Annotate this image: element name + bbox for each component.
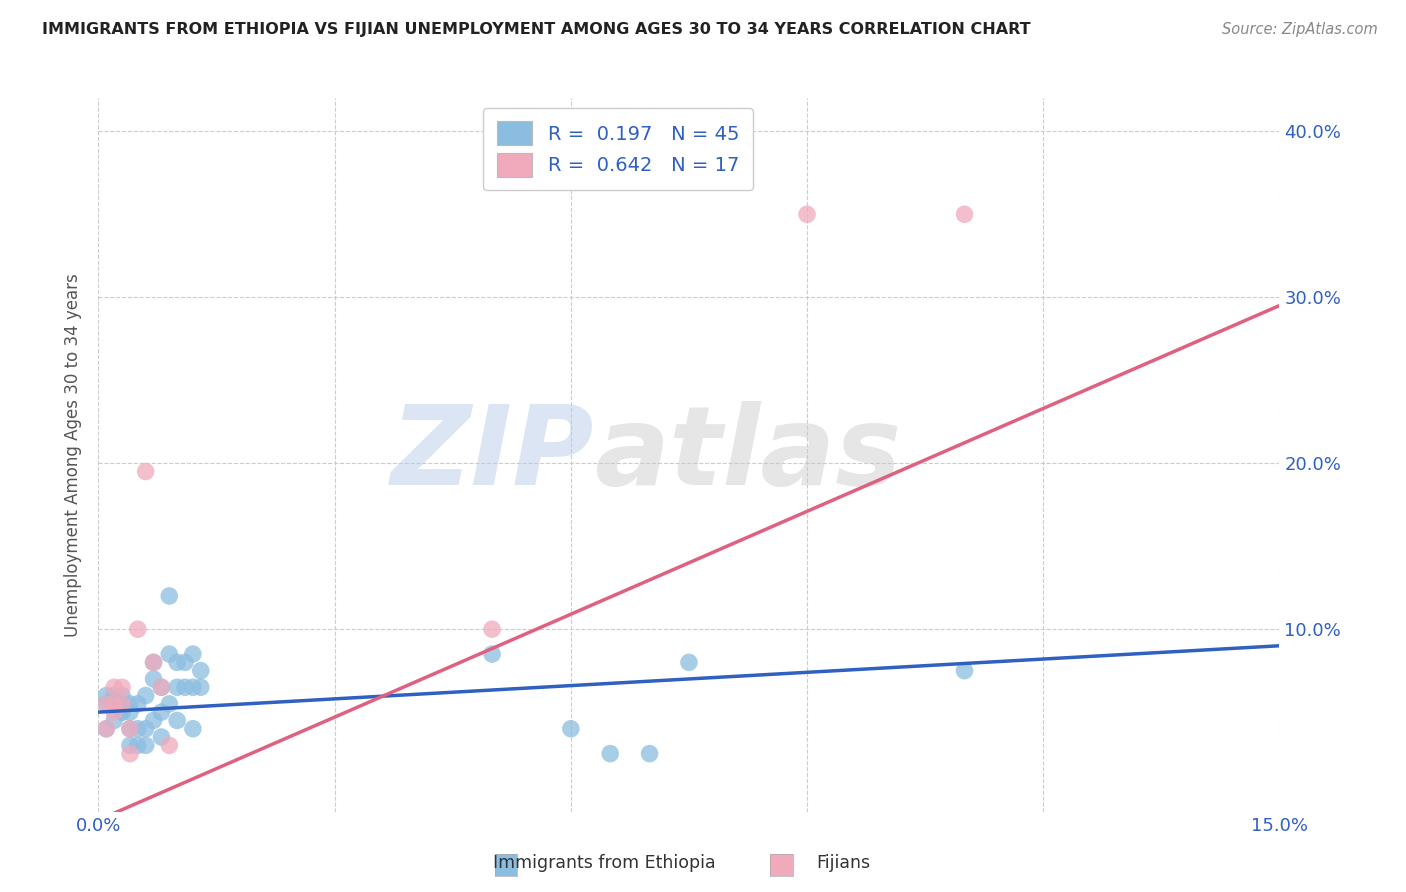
Point <box>111 697 134 711</box>
Point <box>103 705 125 719</box>
Point <box>96 722 118 736</box>
Point <box>150 680 173 694</box>
Point <box>678 656 700 670</box>
Point <box>135 689 157 703</box>
Point <box>96 689 118 703</box>
Point <box>103 714 125 728</box>
Point <box>150 680 173 694</box>
Point <box>481 647 503 661</box>
Point <box>96 697 118 711</box>
Point <box>481 622 503 636</box>
Point <box>190 680 212 694</box>
Text: ZIP: ZIP <box>391 401 595 508</box>
Point <box>96 697 118 711</box>
Point <box>135 465 157 479</box>
Point <box>150 705 173 719</box>
Point <box>181 647 204 661</box>
Point <box>157 647 180 661</box>
Point <box>174 680 197 694</box>
Point <box>118 697 141 711</box>
Point <box>127 722 149 736</box>
Point <box>111 697 134 711</box>
Point <box>142 656 165 670</box>
Point <box>103 697 125 711</box>
Point <box>127 739 149 753</box>
Point <box>111 680 134 694</box>
Point <box>103 697 125 711</box>
Point <box>142 672 165 686</box>
Point <box>111 689 134 703</box>
Point <box>127 622 149 636</box>
Text: Immigrants from Ethiopia: Immigrants from Ethiopia <box>494 855 716 872</box>
Legend: R =  0.197   N = 45, R =  0.642   N = 17: R = 0.197 N = 45, R = 0.642 N = 17 <box>484 108 752 190</box>
Text: IMMIGRANTS FROM ETHIOPIA VS FIJIAN UNEMPLOYMENT AMONG AGES 30 TO 34 YEARS CORREL: IMMIGRANTS FROM ETHIOPIA VS FIJIAN UNEMP… <box>42 22 1031 37</box>
Point <box>953 207 976 221</box>
Point <box>166 714 188 728</box>
Point <box>111 705 134 719</box>
Point <box>190 664 212 678</box>
Point <box>157 589 180 603</box>
Point <box>638 747 661 761</box>
Point <box>174 656 197 670</box>
Text: atlas: atlas <box>595 401 901 508</box>
Text: Fijians: Fijians <box>817 855 870 872</box>
Point <box>103 680 125 694</box>
Point <box>157 697 180 711</box>
Point <box>111 705 134 719</box>
Point <box>142 656 165 670</box>
Point <box>127 697 149 711</box>
Y-axis label: Unemployment Among Ages 30 to 34 years: Unemployment Among Ages 30 to 34 years <box>65 273 83 637</box>
Point <box>118 739 141 753</box>
Point <box>560 722 582 736</box>
Point <box>796 207 818 221</box>
Point <box>118 747 141 761</box>
Point <box>142 714 165 728</box>
Point <box>166 656 188 670</box>
Point <box>135 739 157 753</box>
Point <box>599 747 621 761</box>
Point <box>953 664 976 678</box>
Point <box>118 722 141 736</box>
Point <box>166 680 188 694</box>
Point <box>135 722 157 736</box>
Point <box>157 739 180 753</box>
Point <box>103 689 125 703</box>
Point <box>118 722 141 736</box>
Text: Source: ZipAtlas.com: Source: ZipAtlas.com <box>1222 22 1378 37</box>
Point <box>181 722 204 736</box>
Point <box>118 705 141 719</box>
Point <box>181 680 204 694</box>
Point <box>96 722 118 736</box>
Point <box>150 730 173 744</box>
